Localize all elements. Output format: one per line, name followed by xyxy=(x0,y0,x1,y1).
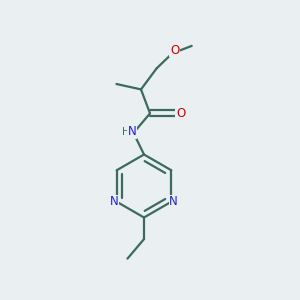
Text: N: N xyxy=(110,195,119,208)
Text: H: H xyxy=(122,127,130,137)
Text: O: O xyxy=(170,44,179,57)
Text: N: N xyxy=(128,125,137,138)
Text: O: O xyxy=(176,107,185,120)
Text: N: N xyxy=(169,195,178,208)
